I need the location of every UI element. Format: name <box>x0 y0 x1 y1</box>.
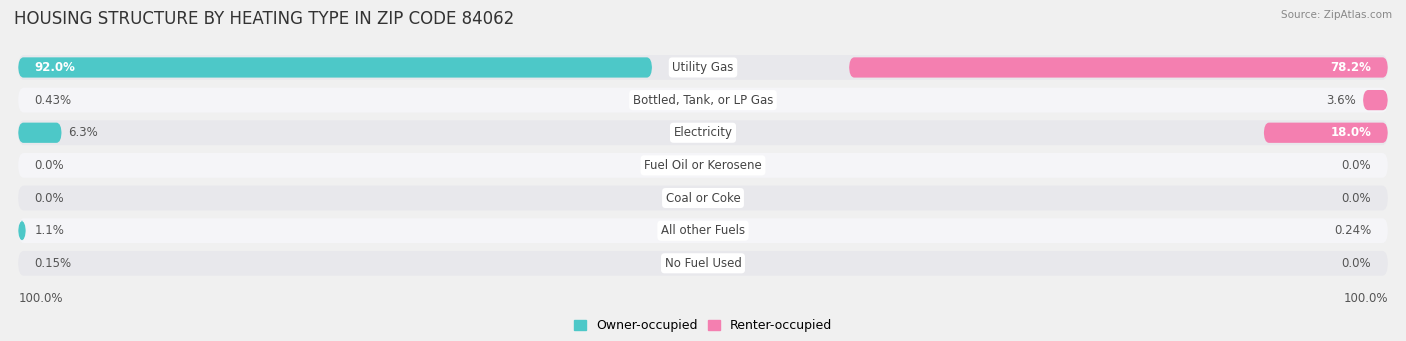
Text: 1.1%: 1.1% <box>35 224 65 237</box>
Text: Electricity: Electricity <box>673 126 733 139</box>
Text: 92.0%: 92.0% <box>35 61 76 74</box>
Text: 0.0%: 0.0% <box>35 192 65 205</box>
Text: 0.0%: 0.0% <box>35 159 65 172</box>
Text: 3.6%: 3.6% <box>1326 94 1357 107</box>
Text: 0.24%: 0.24% <box>1334 224 1371 237</box>
Text: No Fuel Used: No Fuel Used <box>665 257 741 270</box>
FancyBboxPatch shape <box>18 120 1388 145</box>
FancyBboxPatch shape <box>18 55 1388 80</box>
Text: Utility Gas: Utility Gas <box>672 61 734 74</box>
FancyBboxPatch shape <box>18 251 1388 276</box>
FancyBboxPatch shape <box>849 57 1388 78</box>
Text: 0.0%: 0.0% <box>1341 159 1371 172</box>
Text: 100.0%: 100.0% <box>18 292 63 305</box>
Text: Coal or Coke: Coal or Coke <box>665 192 741 205</box>
Text: 100.0%: 100.0% <box>1343 292 1388 305</box>
Text: 0.0%: 0.0% <box>1341 257 1371 270</box>
Text: Bottled, Tank, or LP Gas: Bottled, Tank, or LP Gas <box>633 94 773 107</box>
FancyBboxPatch shape <box>18 218 1388 243</box>
Text: 0.15%: 0.15% <box>35 257 72 270</box>
Text: 78.2%: 78.2% <box>1330 61 1371 74</box>
FancyBboxPatch shape <box>18 123 62 143</box>
Text: Fuel Oil or Kerosene: Fuel Oil or Kerosene <box>644 159 762 172</box>
FancyBboxPatch shape <box>18 57 652 78</box>
Text: 18.0%: 18.0% <box>1330 126 1371 139</box>
FancyBboxPatch shape <box>18 221 25 241</box>
Text: HOUSING STRUCTURE BY HEATING TYPE IN ZIP CODE 84062: HOUSING STRUCTURE BY HEATING TYPE IN ZIP… <box>14 10 515 28</box>
Text: 0.0%: 0.0% <box>1341 192 1371 205</box>
Text: Source: ZipAtlas.com: Source: ZipAtlas.com <box>1281 10 1392 20</box>
FancyBboxPatch shape <box>1362 90 1388 110</box>
FancyBboxPatch shape <box>18 186 1388 210</box>
Text: 6.3%: 6.3% <box>69 126 98 139</box>
FancyBboxPatch shape <box>18 88 1388 113</box>
Legend: Owner-occupied, Renter-occupied: Owner-occupied, Renter-occupied <box>568 314 838 337</box>
FancyBboxPatch shape <box>1264 123 1388 143</box>
Text: 0.43%: 0.43% <box>35 94 72 107</box>
Text: All other Fuels: All other Fuels <box>661 224 745 237</box>
FancyBboxPatch shape <box>18 153 1388 178</box>
